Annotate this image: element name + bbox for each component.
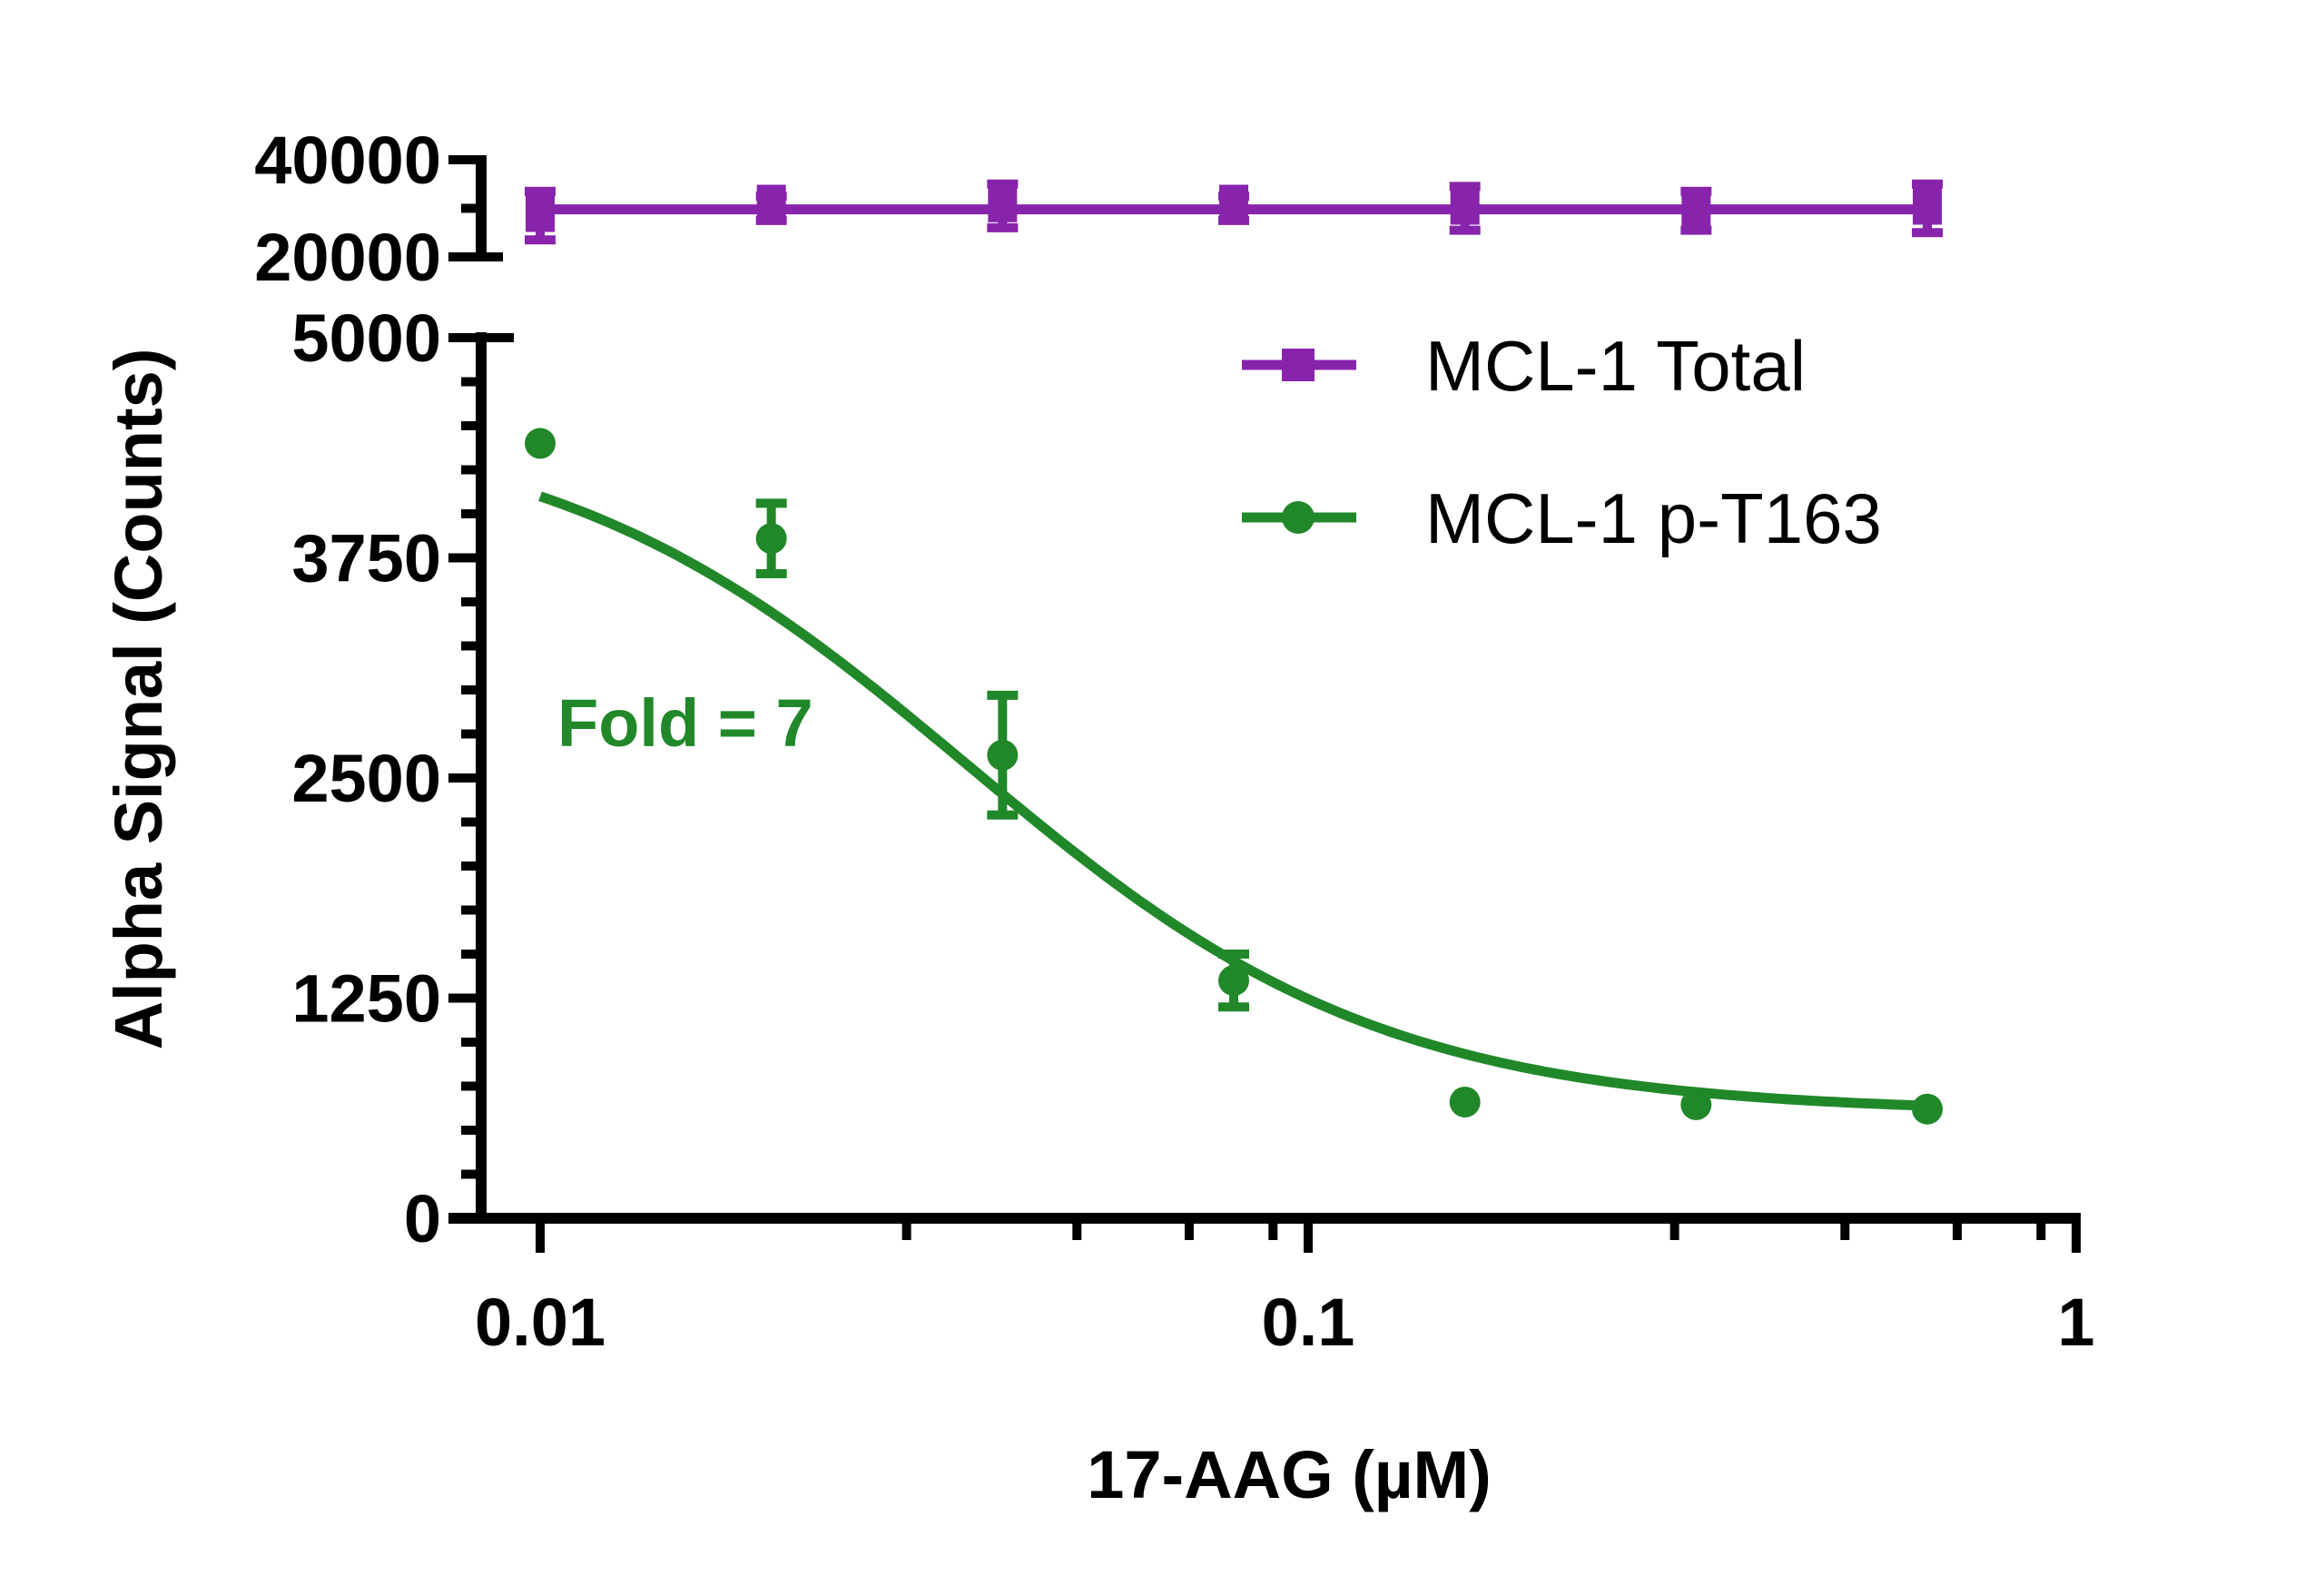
series-mcl1-pt163: [525, 428, 1944, 1125]
legend-item: MCL-1 p-T163: [1242, 478, 1882, 558]
data-point: [988, 182, 1018, 222]
y-tick-label: 2500: [291, 741, 441, 816]
data-point: [1450, 184, 1480, 225]
y-tick-label: 1250: [291, 961, 441, 1037]
data-point: [526, 192, 555, 232]
data-point: [1681, 187, 1711, 228]
x-tick-label: 1: [2057, 1285, 2094, 1360]
y-tick-label-upper: 20000: [254, 220, 441, 295]
series-line: [538, 491, 1928, 1111]
series-layer: [525, 179, 1944, 1125]
data-point: [756, 184, 786, 225]
data-point: [1912, 1093, 1944, 1125]
y-tick-label: 5000: [291, 300, 441, 376]
data-point: [525, 428, 556, 459]
data-point: [1219, 184, 1249, 225]
data-point: [1449, 1086, 1481, 1117]
data-point: [987, 739, 1019, 771]
fold-annotation: Fold = 7: [557, 685, 813, 761]
legend: MCL-1 Total MCL-1 p-T163: [1242, 326, 1882, 558]
y-axis-title: Alpha Signal (Counts): [101, 349, 176, 1050]
data-point: [1218, 965, 1250, 997]
data-point: [755, 523, 787, 555]
y-tick-label-upper: 40000: [254, 123, 441, 198]
legend-marker-square-icon: [1282, 349, 1315, 381]
data-point: [1680, 1088, 1712, 1120]
legend-item: MCL-1 Total: [1242, 326, 1806, 406]
y-tick-label: 0: [404, 1181, 441, 1256]
x-axis-title: 17-AAG (µM): [1087, 1437, 1492, 1512]
legend-marker-circle-icon: [1282, 501, 1315, 534]
legend-label: MCL-1 p-T163: [1425, 478, 1882, 558]
x-tick-label: 0.01: [475, 1285, 606, 1360]
y-tick-label: 3750: [291, 521, 441, 596]
data-point: [1913, 184, 1943, 225]
x-tick-label: 0.1: [1262, 1285, 1355, 1360]
series-mcl1-total: [525, 179, 1944, 245]
legend-label: MCL-1 Total: [1425, 326, 1806, 406]
